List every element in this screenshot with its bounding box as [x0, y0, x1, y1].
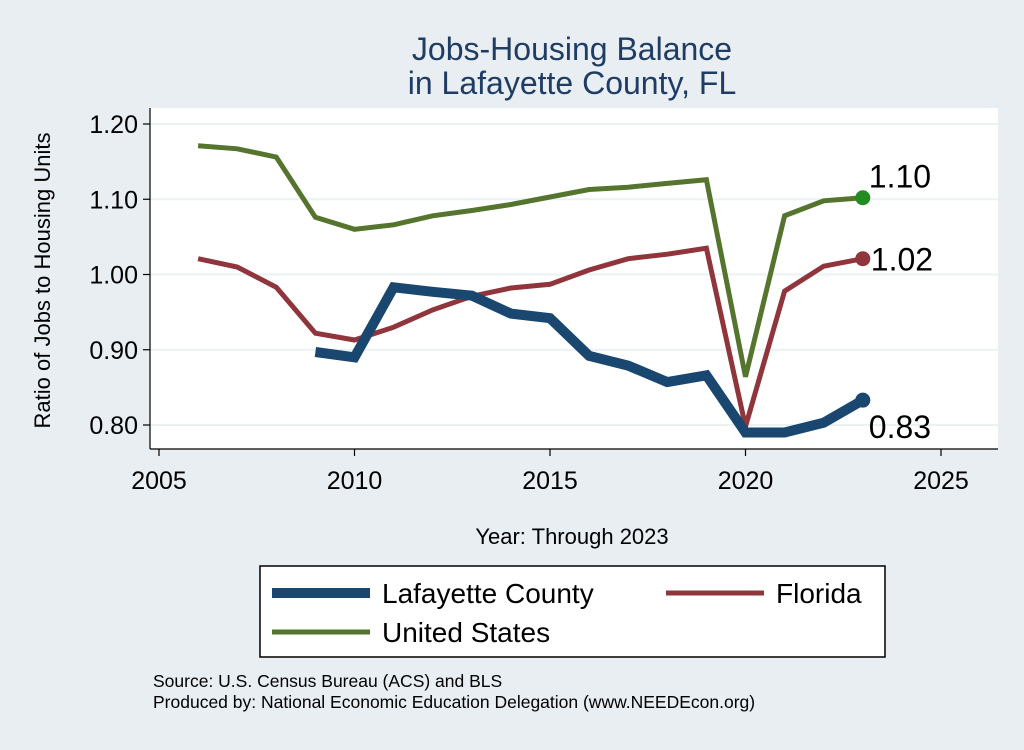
- x-axis-label: Year: Through 2023: [475, 524, 668, 549]
- y-tick-label: 1.00: [89, 262, 138, 290]
- legend-label: United States: [382, 617, 550, 648]
- source-note: Produced by: National Economic Education…: [153, 692, 755, 712]
- x-tick-label: 2010: [327, 467, 383, 495]
- plot-area: [150, 108, 998, 449]
- y-tick-label: 1.20: [89, 111, 138, 139]
- y-tick-label: 1.10: [89, 186, 138, 214]
- x-tick-label: 2015: [522, 467, 578, 495]
- end-marker-florida: [855, 251, 871, 267]
- end-label: 1.10: [869, 159, 931, 195]
- x-tick-label: 2025: [913, 467, 969, 495]
- x-tick-label: 2020: [718, 467, 774, 495]
- y-tick-label: 0.80: [89, 412, 138, 440]
- end-label: 0.83: [869, 409, 931, 445]
- legend-label: Florida: [776, 578, 862, 609]
- legend-box: [259, 565, 886, 658]
- series-line-florida: [197, 245, 864, 428]
- chart-title-line: Jobs-Housing Balance: [412, 31, 732, 67]
- y-tick-label: 0.90: [89, 337, 138, 365]
- end-marker-lafayette-county: [855, 392, 871, 408]
- series-line-united-states: [197, 143, 863, 378]
- x-tick-label: 2005: [131, 467, 187, 495]
- series-line-lafayette-county: [314, 281, 866, 438]
- chart-title-line: in Lafayette County, FL: [408, 65, 736, 101]
- source-note: Source: U.S. Census Bureau (ACS) and BLS: [153, 671, 502, 691]
- end-label: 1.02: [871, 242, 933, 278]
- legend-label: Lafayette County: [382, 578, 594, 609]
- end-marker-united-states: [855, 190, 871, 206]
- y-axis-label: Ratio of Jobs to Housing Units: [30, 133, 55, 429]
